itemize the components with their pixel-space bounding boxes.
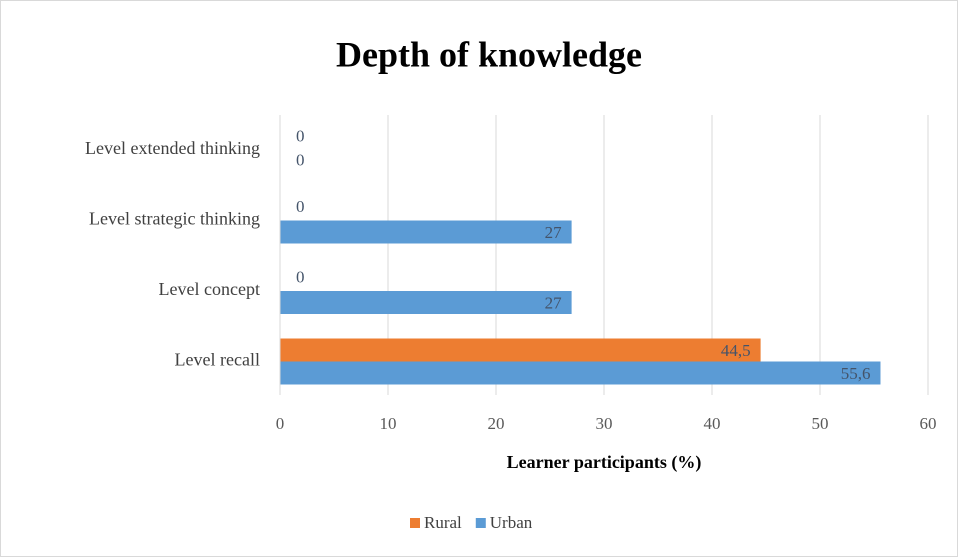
- bar: [280, 361, 881, 385]
- x-tick-label: 40: [704, 414, 721, 433]
- y-tick-label: Level concept: [159, 279, 260, 299]
- data-label: 27: [545, 223, 563, 242]
- x-tick-label: 20: [488, 414, 505, 433]
- bar: [280, 338, 761, 362]
- data-label: 0: [296, 267, 305, 286]
- x-tick-label: 60: [920, 414, 937, 433]
- bar: [280, 291, 572, 314]
- x-tick-label: 30: [596, 414, 613, 433]
- x-tick-label: 50: [812, 414, 829, 433]
- data-label: 27: [545, 293, 563, 312]
- legend-swatch: [475, 518, 486, 528]
- bar: [280, 220, 572, 244]
- data-label: 0: [296, 126, 305, 145]
- data-label: 55,6: [841, 364, 871, 383]
- data-label: 0: [296, 150, 305, 169]
- legend-label: Rural: [424, 513, 462, 532]
- y-tick-label: Level strategic thinking: [89, 209, 260, 229]
- y-tick-label: Level extended thinking: [85, 138, 260, 158]
- x-axis-title: Learner participants (%): [507, 452, 702, 473]
- data-label: 0: [296, 197, 305, 216]
- x-tick-label: 0: [276, 414, 285, 433]
- data-label: 44,5: [721, 341, 751, 360]
- legend-swatch: [410, 518, 420, 528]
- chart-title: Depth of knowledge: [336, 34, 642, 74]
- legend-label: Urban: [490, 513, 533, 532]
- x-tick-label: 10: [380, 414, 397, 433]
- y-tick-label: Level recall: [175, 350, 260, 370]
